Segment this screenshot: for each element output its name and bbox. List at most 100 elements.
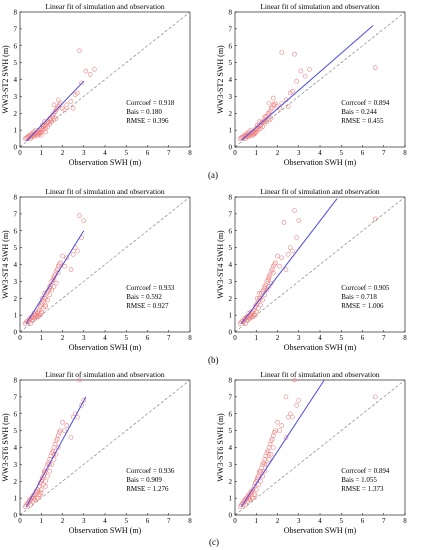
x-axis-label: Observation SWH (m) [284, 343, 357, 352]
data-point [302, 73, 308, 79]
data-point [279, 255, 285, 261]
data-point [270, 270, 276, 276]
x-tick-label: 5 [125, 334, 129, 342]
stats-line: Corrcoef = 0.894 [341, 467, 390, 475]
x-tick-label: 1 [255, 517, 259, 525]
data-point [267, 109, 273, 114]
x-tick-label: 3 [82, 149, 86, 157]
x-tick-label: 7 [382, 517, 386, 525]
x-tick-label: 3 [297, 334, 301, 342]
x-tick-label: 0 [18, 149, 22, 157]
y-tick-label: 7 [14, 393, 18, 401]
data-point [279, 50, 285, 55]
x-tick-label: 1 [255, 334, 259, 342]
y-tick-label: 7 [229, 25, 233, 33]
data-point [38, 311, 44, 316]
data-point [258, 302, 263, 308]
data-point [279, 423, 285, 428]
stats-line: Bais = 0.909 [126, 476, 162, 484]
y-tick-label: 2 [229, 110, 233, 118]
x-tick-label: 7 [382, 149, 386, 157]
data-point [262, 468, 268, 474]
stats-line: RMSE = 0.396 [126, 117, 169, 125]
stats-line: Bais = 1.055 [341, 476, 377, 484]
data-point [75, 248, 80, 254]
x-tick-label: 4 [318, 517, 322, 525]
y-tick-label: 0 [14, 329, 18, 337]
stats-line: Bais = 0.180 [126, 108, 162, 116]
data-point [51, 275, 57, 281]
data-point [43, 304, 48, 309]
row-label-c: (c) [209, 537, 219, 547]
x-tick-label: 6 [361, 149, 365, 157]
data-point [68, 435, 74, 440]
x-tick-label: 4 [103, 334, 107, 342]
x-axis-label: Observation SWH (m) [69, 343, 142, 352]
x-tick-label: 6 [361, 517, 365, 525]
x-tick-label: 2 [61, 517, 65, 525]
stats-line: RMSE = 1.373 [341, 485, 384, 493]
y-tick-label: 4 [14, 76, 18, 84]
x-tick-label: 1 [40, 149, 44, 157]
data-point [298, 68, 304, 74]
x-tick-label: 3 [82, 334, 86, 342]
data-point [257, 119, 262, 124]
x-tick-label: 2 [276, 334, 280, 342]
y-tick-label: 5 [14, 427, 18, 435]
fit-line [25, 396, 87, 507]
fit-line [241, 25, 374, 141]
data-point [266, 451, 272, 457]
y-tick-label: 4 [229, 444, 233, 452]
data-point [277, 263, 282, 269]
data-point [269, 267, 275, 272]
data-point [64, 423, 70, 428]
data-point [269, 436, 275, 442]
fit-line [240, 198, 338, 324]
stats-line: RMSE = 1.006 [341, 302, 384, 310]
x-tick-label: 3 [297, 517, 301, 525]
data-point [267, 441, 273, 447]
x-tick-label: 0 [18, 517, 22, 525]
y-axis-label: WW3-ST4 SWH (m) [1, 230, 10, 299]
data-point [294, 403, 299, 408]
data-point [372, 216, 378, 222]
x-tick-label: 8 [188, 334, 192, 342]
reference-line [234, 196, 406, 333]
stats-line: Corrcoef = 0.894 [341, 99, 390, 107]
data-point [68, 267, 74, 272]
data-point [248, 489, 254, 494]
data-point [281, 220, 287, 225]
y-axis-label: WW3-ST2 SWH (m) [216, 45, 225, 114]
data-point [251, 484, 257, 489]
data-point [294, 235, 299, 240]
data-point [83, 68, 89, 74]
stats-line: Corrcoef = 0.918 [126, 99, 175, 107]
data-point [283, 394, 289, 400]
y-tick-label: 3 [14, 93, 18, 101]
x-tick-label: 7 [167, 334, 171, 342]
x-tick-label: 2 [61, 334, 65, 342]
data-point [43, 478, 48, 484]
data-point [77, 377, 82, 383]
x-axis-label: Observation SWH (m) [69, 158, 142, 167]
y-tick-label: 0 [14, 512, 18, 520]
data-point [50, 448, 56, 454]
x-tick-label: 6 [146, 517, 150, 525]
data-point [32, 133, 38, 139]
data-point [262, 285, 268, 291]
chart-title: Linear fit of simulation and observation [45, 370, 165, 379]
stats-line: Bais = 0.592 [126, 293, 162, 301]
stats-line: Bais = 0.718 [341, 293, 377, 301]
data-point [296, 397, 302, 403]
data-point [79, 80, 84, 86]
x-axis-label: Observation SWH (m) [284, 158, 357, 167]
scatter-chart-6: Linear fit of simulation and observation… [216, 370, 407, 535]
x-tick-label: 5 [340, 334, 344, 342]
chart-title: Linear fit of simulation and observation [45, 2, 165, 11]
data-point [52, 441, 58, 447]
y-tick-label: 8 [229, 377, 233, 385]
data-point [43, 123, 48, 129]
y-tick-label: 5 [229, 59, 233, 67]
x-tick-label: 3 [297, 149, 301, 157]
data-point [244, 495, 249, 501]
